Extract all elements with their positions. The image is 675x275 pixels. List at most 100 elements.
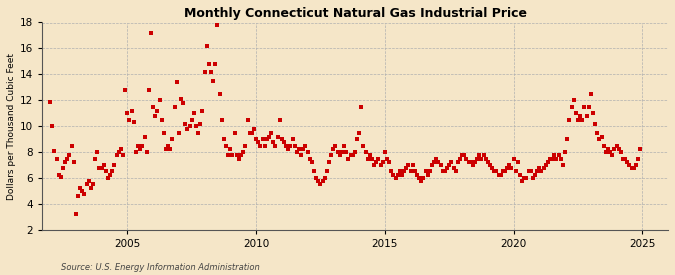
Point <box>201 44 212 48</box>
Point <box>487 165 497 170</box>
Point <box>313 178 324 183</box>
Point <box>266 130 277 135</box>
Point <box>152 108 163 113</box>
Point <box>186 117 197 122</box>
Point <box>450 169 461 174</box>
Point <box>399 169 410 174</box>
Point <box>425 169 435 174</box>
Point <box>519 176 530 180</box>
Point <box>47 124 57 128</box>
Point <box>248 126 259 131</box>
Point <box>59 160 70 165</box>
Point <box>478 152 489 157</box>
Point <box>634 147 645 152</box>
Point <box>176 97 186 101</box>
Point <box>446 160 457 165</box>
Point <box>543 160 554 165</box>
Point <box>343 156 354 161</box>
Point <box>173 130 184 135</box>
Point <box>354 130 364 135</box>
Point <box>150 114 161 118</box>
Point <box>182 126 193 131</box>
Point <box>585 92 596 96</box>
Point <box>70 212 81 216</box>
Point <box>234 156 244 161</box>
Point <box>244 130 255 135</box>
Point <box>562 137 572 141</box>
Point <box>383 160 394 165</box>
Point <box>392 173 403 178</box>
Point <box>605 150 616 154</box>
Point <box>630 163 641 167</box>
Point <box>443 163 454 167</box>
Point <box>298 147 308 152</box>
Point <box>120 88 131 92</box>
Point <box>618 156 628 161</box>
Point <box>457 152 468 157</box>
Point <box>506 165 517 170</box>
Point <box>75 186 86 191</box>
Point <box>203 62 214 66</box>
Point <box>283 147 294 152</box>
Point <box>310 176 321 180</box>
Point <box>620 156 630 161</box>
Point <box>609 147 620 152</box>
Point <box>302 150 313 154</box>
Point <box>178 101 188 105</box>
Point <box>401 165 412 170</box>
Point <box>197 108 208 113</box>
Point <box>159 130 169 135</box>
Point <box>109 163 120 167</box>
Point <box>541 163 551 167</box>
Point <box>467 163 478 167</box>
Point <box>554 152 564 157</box>
Point <box>598 143 609 148</box>
Point <box>407 163 418 167</box>
Point <box>113 150 124 154</box>
Point <box>169 104 180 109</box>
Point <box>230 130 240 135</box>
Point <box>219 137 230 141</box>
Point <box>495 173 506 178</box>
Point <box>45 99 55 104</box>
Point <box>188 111 199 116</box>
Point <box>337 150 348 154</box>
Point <box>157 117 167 122</box>
Point <box>614 147 624 152</box>
Point <box>315 182 326 187</box>
Point <box>242 117 253 122</box>
Point <box>403 163 414 167</box>
Point <box>294 147 304 152</box>
Point <box>99 163 109 167</box>
Point <box>319 176 330 180</box>
Point <box>141 150 152 154</box>
Point <box>208 79 219 83</box>
Point <box>255 143 266 148</box>
Point <box>564 117 575 122</box>
Point <box>493 173 504 178</box>
Point <box>111 152 122 157</box>
Point <box>90 156 101 161</box>
Point <box>261 137 272 141</box>
Point <box>92 150 103 154</box>
Point <box>572 117 583 122</box>
Point <box>83 178 94 183</box>
Point <box>143 88 154 92</box>
Point <box>323 160 334 165</box>
Point <box>594 137 605 141</box>
Point <box>375 163 386 167</box>
Point <box>285 143 296 148</box>
Point <box>217 117 227 122</box>
Point <box>321 169 332 174</box>
Point <box>326 152 337 157</box>
Point <box>49 148 60 153</box>
Point <box>414 176 425 180</box>
Point <box>184 124 195 128</box>
Point <box>497 169 508 174</box>
Point <box>514 173 525 178</box>
Point <box>560 150 570 154</box>
Point <box>345 152 356 157</box>
Point <box>502 165 512 170</box>
Point <box>117 152 128 157</box>
Point <box>421 169 431 174</box>
